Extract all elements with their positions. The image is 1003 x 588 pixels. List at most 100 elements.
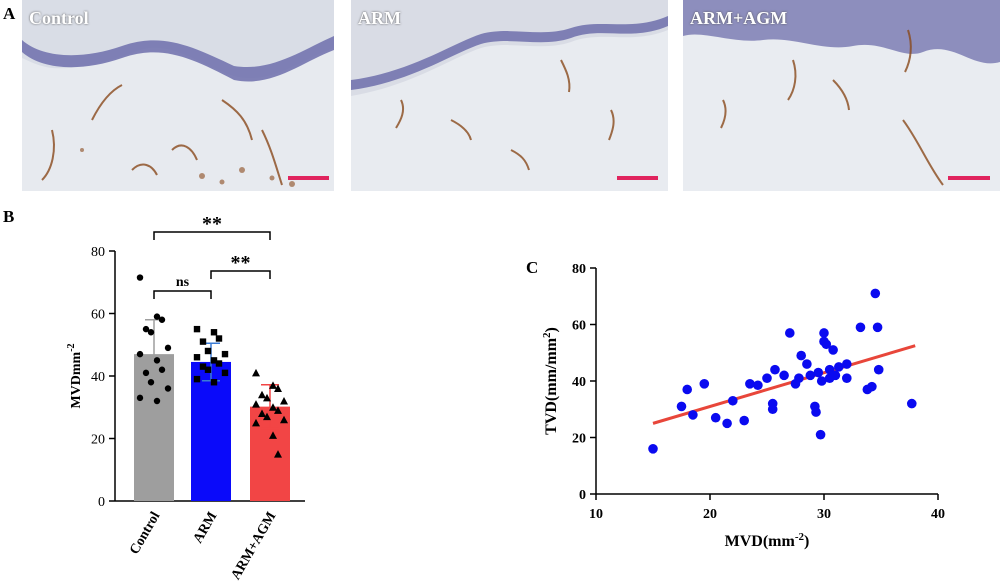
scatter-point xyxy=(779,370,789,381)
scatter-point xyxy=(722,418,732,429)
data-point xyxy=(136,394,144,402)
data-point xyxy=(164,385,172,392)
scatter-point xyxy=(813,367,824,378)
scatter-point xyxy=(906,398,917,409)
micrograph-control-image xyxy=(22,0,334,191)
data-point xyxy=(147,379,155,386)
significance-bracket xyxy=(210,270,271,279)
scatter-point xyxy=(873,364,884,375)
micrograph-label-arm: ARM xyxy=(358,8,401,28)
data-point xyxy=(252,418,260,427)
scatter-point xyxy=(842,373,852,383)
data-point xyxy=(204,366,212,373)
data-point xyxy=(164,344,172,352)
scatter-point xyxy=(728,395,738,406)
scatter-point xyxy=(867,381,877,392)
y-axis-label: TVD(mm/mm2) xyxy=(541,327,560,435)
data-point xyxy=(274,384,282,392)
significance-label: ** xyxy=(231,252,251,274)
micrograph-control: Control xyxy=(22,0,334,191)
scatter-point xyxy=(870,288,881,299)
data-point xyxy=(215,335,223,342)
x-tick-label: ARM+AGM xyxy=(229,510,280,583)
scatter-point xyxy=(828,345,838,355)
data-point xyxy=(210,379,218,386)
scatter-point xyxy=(676,401,687,412)
data-point xyxy=(193,375,201,383)
y-tick-label: 0 xyxy=(579,488,586,503)
data-point xyxy=(153,397,161,405)
x-tick-label: 20 xyxy=(703,507,717,522)
scatter-point xyxy=(796,350,806,361)
scatter-point xyxy=(745,379,755,389)
y-axis-label: MVDmm-2 xyxy=(66,343,84,408)
data-point xyxy=(204,347,212,355)
scale-bar-arm xyxy=(617,176,658,180)
significance-bracket xyxy=(153,290,212,299)
data-point xyxy=(221,369,229,377)
y-tick-label: 20 xyxy=(91,433,105,448)
data-point xyxy=(199,338,207,345)
data-point xyxy=(158,316,166,323)
scatter-chart: 0 20 40 60 80 10 20 30 40 MVD(mm-2) TVD(mm/mm2) xyxy=(541,262,945,550)
y-tick-label: 60 xyxy=(91,308,105,323)
scatter-point xyxy=(753,380,763,391)
data-point xyxy=(147,329,155,336)
data-point xyxy=(142,325,150,333)
scatter-point xyxy=(688,410,698,420)
x-tick-label: Control xyxy=(127,509,163,557)
data-point xyxy=(193,325,201,333)
scatter-point xyxy=(770,364,780,375)
scatter-point xyxy=(785,328,795,338)
x-tick-label: ARM xyxy=(191,510,221,546)
data-point xyxy=(193,354,201,361)
scale-bar-control xyxy=(288,176,329,180)
y-tick-label: 80 xyxy=(572,262,586,277)
scatter-point xyxy=(855,322,866,333)
data-point xyxy=(252,368,260,377)
scatter-point xyxy=(762,373,772,383)
y-tick-label: 60 xyxy=(572,319,586,334)
y-tick-label: 40 xyxy=(91,370,105,385)
x-axis-label: MVD(mm-2) xyxy=(725,531,810,550)
data-point xyxy=(158,366,166,373)
data-point xyxy=(258,390,266,399)
data-point xyxy=(153,357,161,364)
micrograph-label-control: Control xyxy=(29,8,89,28)
scatter-point xyxy=(830,370,841,381)
scatter-point xyxy=(821,339,832,350)
x-tick-label: 40 xyxy=(931,507,945,522)
micrograph-arm: ARM xyxy=(351,0,668,191)
micrograph-arm-agm: ARM+AGM xyxy=(683,0,1000,191)
data-point xyxy=(258,409,266,417)
scatter-point xyxy=(819,328,829,338)
micrograph-arm-image xyxy=(351,0,668,191)
x-tick-label: 30 xyxy=(817,507,831,522)
significance-bracket xyxy=(153,231,271,240)
scatter-point xyxy=(805,370,816,381)
scale-bar-arm-agm xyxy=(948,176,990,180)
significance-label: ns xyxy=(176,275,190,290)
scatter-point xyxy=(710,412,721,423)
scatter-point xyxy=(699,379,710,389)
data-point xyxy=(263,412,271,421)
data-point xyxy=(269,431,277,439)
scatter-point xyxy=(872,322,883,333)
data-point xyxy=(215,360,223,367)
scatter-point xyxy=(767,404,778,415)
scatter-point xyxy=(794,373,804,383)
scatter-point xyxy=(802,359,812,369)
data-point xyxy=(199,363,207,370)
scatter-point xyxy=(682,384,692,395)
scatter-point xyxy=(648,444,658,454)
data-point xyxy=(269,403,277,411)
scatter-point xyxy=(834,362,844,372)
x-tick-label: 10 xyxy=(589,507,603,522)
scatter-point xyxy=(842,359,852,369)
y-tick-label: 20 xyxy=(572,432,586,447)
y-tick-label: 80 xyxy=(91,245,105,260)
scatter-point xyxy=(811,407,821,417)
micrograph-label-arm-agm: ARM+AGM xyxy=(690,8,788,28)
data-point xyxy=(136,350,144,358)
data-point xyxy=(136,274,144,281)
